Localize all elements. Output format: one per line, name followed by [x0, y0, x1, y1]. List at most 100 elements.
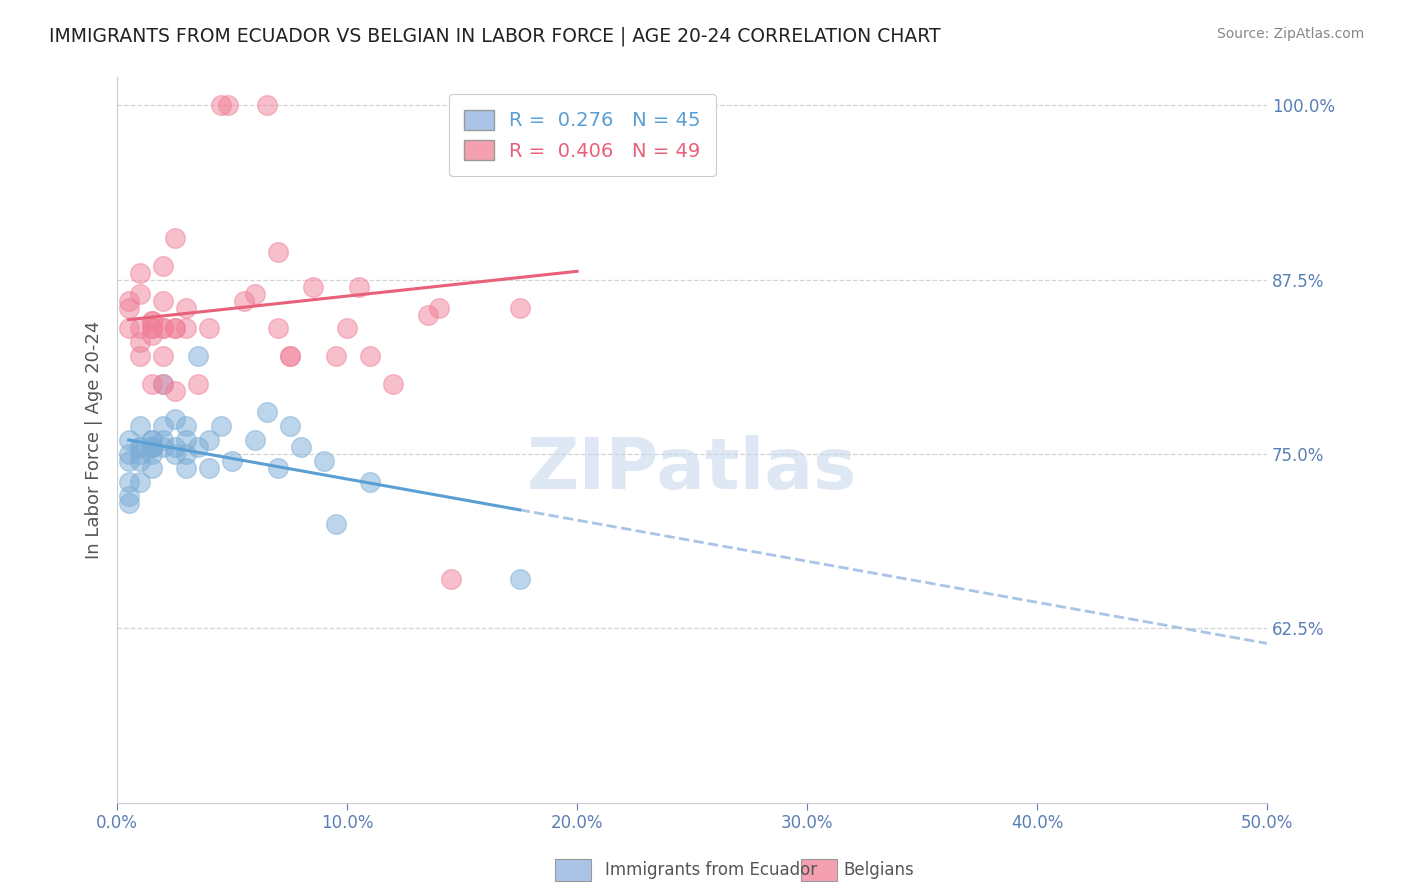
Point	[232, 293, 254, 308]
Point	[278, 349, 301, 363]
Point	[141, 440, 163, 454]
Point	[129, 447, 152, 461]
Point	[141, 440, 163, 454]
Text: Source: ZipAtlas.com: Source: ZipAtlas.com	[1216, 27, 1364, 41]
Point	[163, 321, 186, 335]
Point	[141, 321, 163, 335]
Point	[174, 301, 197, 315]
Point	[152, 293, 174, 308]
Point	[163, 440, 186, 454]
Point	[174, 461, 197, 475]
Point	[209, 419, 232, 434]
Point	[141, 461, 163, 475]
Point	[163, 412, 186, 426]
Text: Immigrants from Ecuador: Immigrants from Ecuador	[605, 861, 817, 879]
Point	[174, 419, 197, 434]
Point	[141, 433, 163, 447]
Point	[118, 433, 141, 447]
Point	[221, 454, 243, 468]
Point	[209, 98, 232, 112]
Point	[187, 440, 209, 454]
Point	[314, 454, 336, 468]
Text: IMMIGRANTS FROM ECUADOR VS BELGIAN IN LABOR FORCE | AGE 20-24 CORRELATION CHART: IMMIGRANTS FROM ECUADOR VS BELGIAN IN LA…	[49, 27, 941, 46]
Point	[141, 440, 163, 454]
Point	[118, 454, 141, 468]
Point	[359, 475, 381, 489]
Point	[174, 433, 197, 447]
Point	[129, 286, 152, 301]
Point	[198, 321, 221, 335]
Point	[187, 377, 209, 392]
Point	[278, 349, 301, 363]
Point	[163, 447, 186, 461]
Point	[118, 475, 141, 489]
Point	[267, 461, 290, 475]
Point	[359, 349, 381, 363]
Point	[141, 314, 163, 328]
Point	[174, 321, 197, 335]
Text: Belgians: Belgians	[844, 861, 914, 879]
Legend: R =  0.276   N = 45, R =  0.406   N = 49: R = 0.276 N = 45, R = 0.406 N = 49	[449, 95, 716, 177]
Point	[152, 321, 174, 335]
Point	[243, 286, 266, 301]
Point	[565, 98, 588, 112]
Point	[416, 308, 439, 322]
Point	[347, 279, 370, 293]
Point	[325, 349, 347, 363]
Point	[290, 440, 312, 454]
Point	[152, 377, 174, 392]
Point	[129, 335, 152, 350]
Point	[129, 440, 152, 454]
Point	[163, 321, 186, 335]
Point	[129, 419, 152, 434]
Point	[129, 475, 152, 489]
Point	[439, 573, 461, 587]
Point	[141, 328, 163, 343]
Point	[141, 377, 163, 392]
Point	[509, 573, 531, 587]
Point	[152, 419, 174, 434]
Point	[118, 321, 141, 335]
Point	[382, 377, 405, 392]
Point	[163, 231, 186, 245]
Point	[509, 301, 531, 315]
Point	[174, 447, 197, 461]
Point	[152, 377, 174, 392]
Point	[427, 301, 450, 315]
Point	[325, 516, 347, 531]
Point	[118, 496, 141, 510]
Point	[256, 98, 278, 112]
Point	[243, 433, 266, 447]
Point	[129, 266, 152, 280]
Point	[118, 293, 141, 308]
Point	[129, 321, 152, 335]
Point	[129, 454, 152, 468]
Point	[152, 259, 174, 273]
Point	[152, 321, 174, 335]
Point	[267, 321, 290, 335]
Point	[152, 433, 174, 447]
Point	[217, 98, 239, 112]
Point	[267, 244, 290, 259]
Point	[163, 384, 186, 399]
Point	[336, 321, 359, 335]
Point	[141, 433, 163, 447]
Point	[198, 461, 221, 475]
Y-axis label: In Labor Force | Age 20-24: In Labor Force | Age 20-24	[86, 321, 103, 559]
Point	[129, 349, 152, 363]
Point	[129, 440, 152, 454]
Point	[118, 489, 141, 503]
Point	[278, 419, 301, 434]
Point	[198, 433, 221, 447]
Point	[118, 447, 141, 461]
Point	[152, 440, 174, 454]
Text: ZIPatlas: ZIPatlas	[527, 434, 858, 503]
Point	[301, 279, 323, 293]
Point	[118, 301, 141, 315]
Point	[152, 349, 174, 363]
Point	[451, 98, 474, 112]
Point	[187, 349, 209, 363]
Point	[141, 321, 163, 335]
Point	[141, 314, 163, 328]
Point	[141, 447, 163, 461]
